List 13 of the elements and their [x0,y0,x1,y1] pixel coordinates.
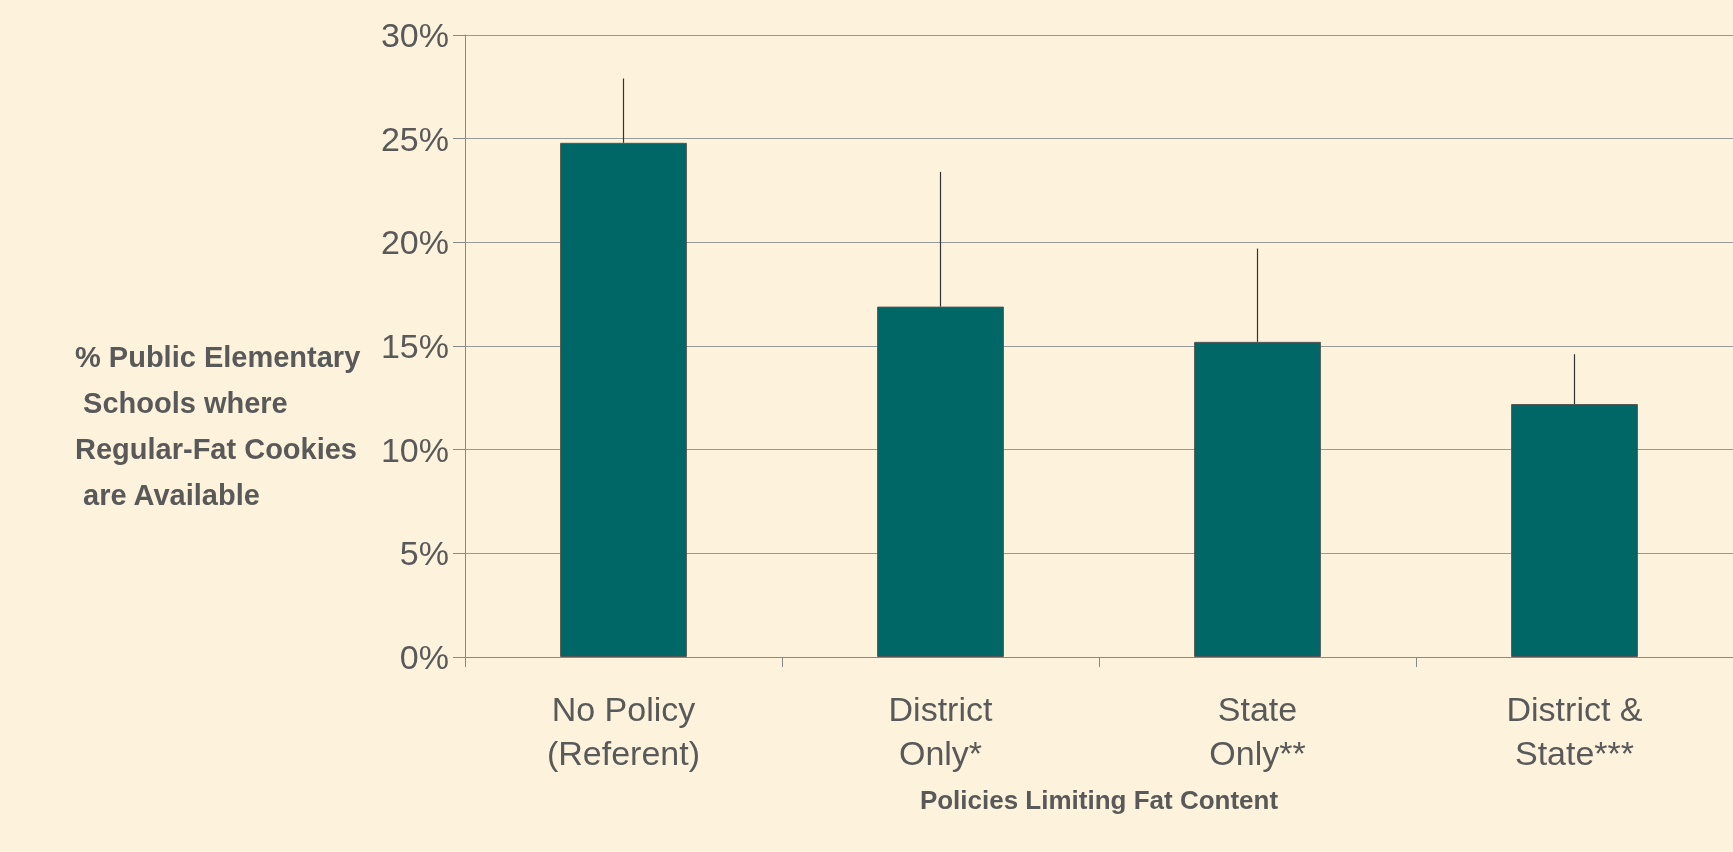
y-tick-label: 20% [380,223,449,262]
y-tick-label: 30% [380,16,449,54]
x-tick-label: District & State*** [1506,690,1643,772]
y-tick-label: 15% [380,327,449,365]
y-axis-title: % Public Elementary Schools where Regular-Fat Cookies are Available [75,341,361,511]
x-axis-title: Policies Limiting Fat Content [919,785,1279,815]
y-tick-label: 5% [399,534,449,573]
y-tick-label: 25% [380,119,449,158]
x-tick-label: No Policy (Referent) [546,690,701,772]
y-tick-label: 10% [380,430,449,469]
x-tick-label: State Only** [1209,690,1306,772]
y-tick-label: 0% [399,638,449,676]
x-tick-label: District Only* [888,690,993,772]
